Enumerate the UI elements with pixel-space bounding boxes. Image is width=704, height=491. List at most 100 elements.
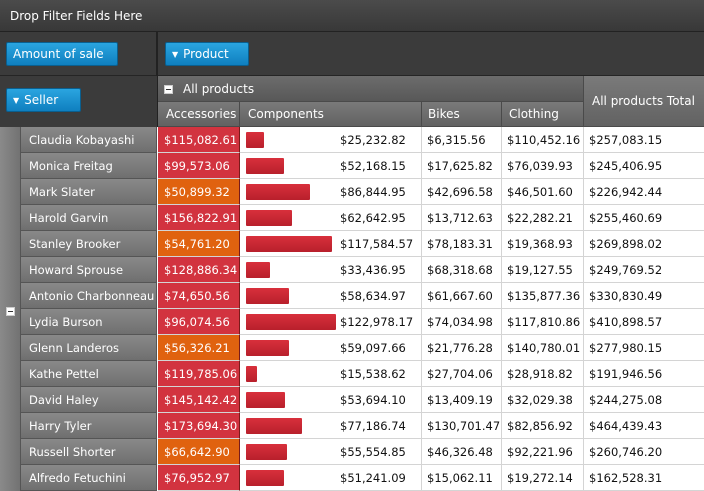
cell-clothing[interactable]: $19,272.14 [502,465,584,491]
cell-accessories[interactable]: $56,326.21 [158,335,240,361]
cell-accessories[interactable]: $119,785.06 [158,361,240,387]
cell-clothing[interactable]: $32,029.38 [502,387,584,413]
cell-components[interactable]: $25,232.82 [240,127,422,153]
cell-clothing[interactable]: $82,856.92 [502,413,584,439]
row-header-seller[interactable]: Howard Sprouse [21,257,157,283]
column-header-components[interactable]: Components [240,102,422,127]
row-header-seller[interactable]: Glenn Landeros [21,335,157,361]
cell-clothing[interactable]: $28,918.82 [502,361,584,387]
cell-components[interactable]: $117,584.57 [240,231,422,257]
cell-accessories[interactable]: $66,642.90 [158,439,240,465]
cell-components[interactable]: $15,538.62 [240,361,422,387]
cell-accessories[interactable]: $99,573.06 [158,153,240,179]
cell-clothing[interactable]: $46,501.60 [502,179,584,205]
column-header-clothing[interactable]: Clothing [502,102,584,127]
cell-clothing[interactable]: $19,368.93 [502,231,584,257]
cell-clothing[interactable]: $22,282.21 [502,205,584,231]
cell-value: $62,642.95 [340,211,406,225]
column-header-bikes[interactable]: Bikes [422,102,502,127]
cell-total[interactable]: $226,942.44 [584,179,704,205]
cell-total[interactable]: $249,769.52 [584,257,704,283]
cell-total[interactable]: $464,439.43 [584,413,704,439]
cell-components[interactable]: $58,634.97 [240,283,422,309]
cell-bikes[interactable]: $42,696.58 [422,179,502,205]
row-header-seller[interactable]: Harold Garvin [21,205,157,231]
cell-clothing[interactable]: $110,452.16 [502,127,584,153]
cell-accessories[interactable]: $173,694.30 [158,413,240,439]
cell-bikes[interactable]: $13,409.19 [422,387,502,413]
cell-components[interactable]: $55,554.85 [240,439,422,465]
cell-bikes[interactable]: $6,315.56 [422,127,502,153]
cell-accessories[interactable]: $50,899.32 [158,179,240,205]
cell-total[interactable]: $410,898.57 [584,309,704,335]
cell-bikes[interactable]: $17,625.82 [422,153,502,179]
row-header-seller[interactable]: Alfredo Fetuchini [21,465,157,491]
cell-bikes[interactable]: $130,701.47 [422,413,502,439]
cell-components[interactable]: $122,978.17 [240,309,422,335]
cell-accessories[interactable]: $76,952.97 [158,465,240,491]
cell-bikes[interactable]: $61,667.60 [422,283,502,309]
collapse-icon[interactable] [6,307,15,316]
row-header-seller[interactable]: Harry Tyler [21,413,157,439]
cell-total[interactable]: $191,946.56 [584,361,704,387]
cell-total[interactable]: $244,275.08 [584,387,704,413]
cell-total[interactable]: $257,083.15 [584,127,704,153]
column-header-accessories[interactable]: Accessories [158,102,240,127]
cell-clothing[interactable]: $76,039.93 [502,153,584,179]
cell-total[interactable]: $162,528.31 [584,465,704,491]
cell-components[interactable]: $51,241.09 [240,465,422,491]
cell-accessories[interactable]: $96,074.56 [158,309,240,335]
product-field-button[interactable]: ▼ Product [165,42,249,66]
row-header-seller[interactable]: Russell Shorter [21,439,157,465]
seller-field-button[interactable]: ▼ Seller [6,88,81,112]
cell-total[interactable]: $255,460.69 [584,205,704,231]
cell-total[interactable]: $277,980.15 [584,335,704,361]
cell-value: $58,634.97 [340,289,406,303]
cell-components[interactable]: $59,097.66 [240,335,422,361]
cell-bikes[interactable]: $21,776.28 [422,335,502,361]
cell-bikes[interactable]: $27,704.06 [422,361,502,387]
cell-bikes[interactable]: $13,712.63 [422,205,502,231]
cell-clothing[interactable]: $92,221.96 [502,439,584,465]
data-field-button[interactable]: Amount of sale [6,42,118,66]
filter-drop-area[interactable]: Drop Filter Fields Here [0,0,704,32]
cell-bikes[interactable]: $78,183.31 [422,231,502,257]
row-header-seller[interactable]: Stanley Brooker [21,231,157,257]
cell-total[interactable]: $245,406.95 [584,153,704,179]
cell-clothing[interactable]: $135,877.36 [502,283,584,309]
cell-components[interactable]: $77,186.74 [240,413,422,439]
cell-bikes[interactable]: $46,326.48 [422,439,502,465]
cell-accessories[interactable]: $115,082.61 [158,127,240,153]
cell-accessories[interactable]: $74,650.56 [158,283,240,309]
cell-components[interactable]: $62,642.95 [240,205,422,231]
cell-clothing[interactable]: $19,127.55 [502,257,584,283]
row-header-seller[interactable]: Mark Slater [21,179,157,205]
cell-bikes[interactable]: $15,062.11 [422,465,502,491]
cell-bikes[interactable]: $74,034.98 [422,309,502,335]
cell-clothing[interactable]: $117,810.86 [502,309,584,335]
data-bar [246,392,285,408]
row-header-seller[interactable]: Monica Freitag [21,153,157,179]
row-header-seller[interactable]: Lydia Burson [21,309,157,335]
cell-accessories[interactable]: $128,886.34 [158,257,240,283]
cell-components[interactable]: $52,168.15 [240,153,422,179]
cell-components[interactable]: $53,694.10 [240,387,422,413]
cell-components[interactable]: $86,844.95 [240,179,422,205]
cell-total[interactable]: $260,746.20 [584,439,704,465]
cell-clothing[interactable]: $140,780.01 [502,335,584,361]
row-header-seller[interactable]: Antonio Charbonneau [21,283,157,309]
cell-bikes[interactable]: $68,318.68 [422,257,502,283]
cell-total[interactable]: $330,830.49 [584,283,704,309]
cell-value: $33,436.95 [340,263,406,277]
cell-accessories[interactable]: $145,142.42 [158,387,240,413]
cell-total[interactable]: $269,898.02 [584,231,704,257]
cell-accessories[interactable]: $156,822.91 [158,205,240,231]
row-header-seller[interactable]: Claudia Kobayashi [21,127,157,153]
field-area-divider [156,32,158,127]
cell-accessories[interactable]: $54,761.20 [158,231,240,257]
cell-value: $52,168.15 [340,159,406,173]
row-header-seller[interactable]: David Haley [21,387,157,413]
collapse-icon[interactable] [164,85,173,94]
cell-components[interactable]: $33,436.95 [240,257,422,283]
row-header-seller[interactable]: Kathe Pettel [21,361,157,387]
